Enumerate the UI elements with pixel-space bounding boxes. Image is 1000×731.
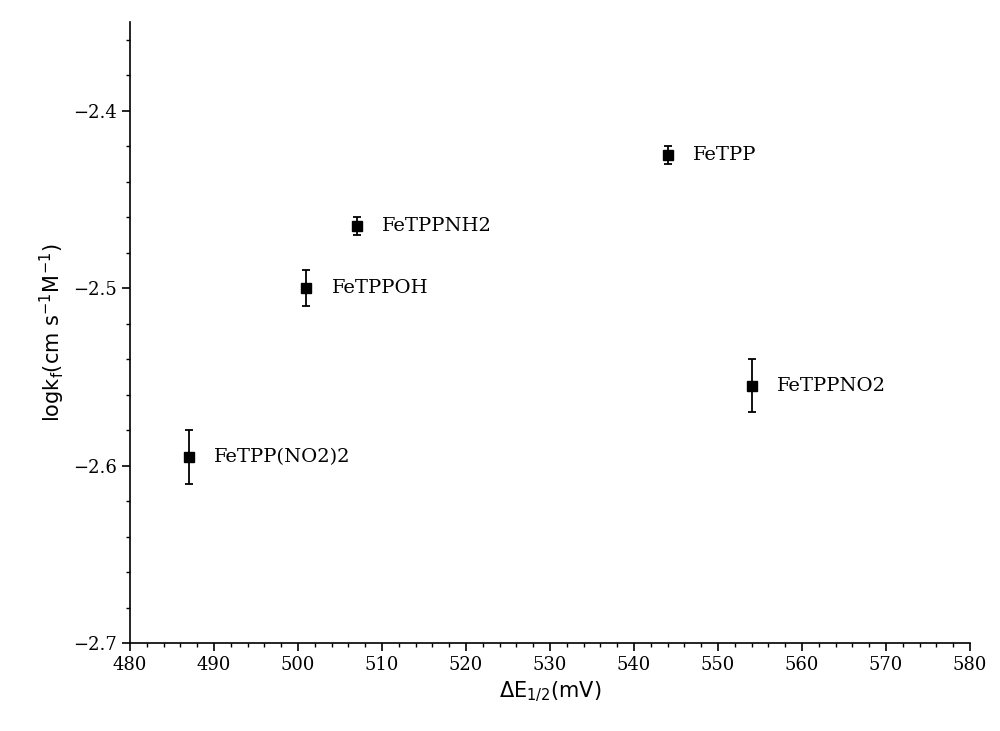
Text: FeTPPNO2: FeTPPNO2 [777, 377, 886, 395]
Text: FeTPPOH: FeTPPOH [332, 279, 428, 298]
Y-axis label: $\mathrm{logk_f(cm\ s^{-1}M^{-1})}$: $\mathrm{logk_f(cm\ s^{-1}M^{-1})}$ [38, 243, 67, 422]
X-axis label: $\Delta\mathrm{E_{1/2}(mV)}$: $\Delta\mathrm{E_{1/2}(mV)}$ [499, 680, 601, 704]
Text: FeTPP: FeTPP [693, 146, 756, 164]
Text: FeTPPNH2: FeTPPNH2 [382, 217, 492, 235]
Text: FeTPP(NO2)2: FeTPP(NO2)2 [214, 448, 351, 466]
